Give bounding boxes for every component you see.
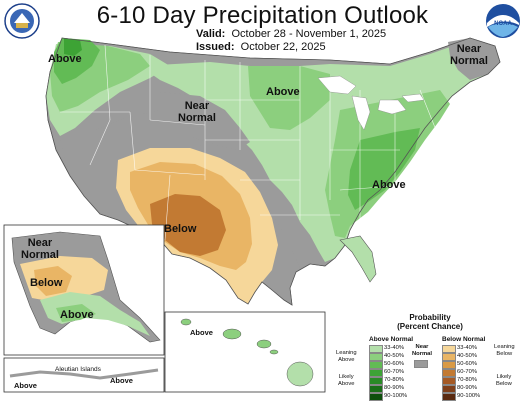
legend-below-swatch — [442, 345, 456, 353]
legend-above-range: 80-90% — [384, 384, 404, 391]
label-aleutian-above-left: Above — [14, 381, 37, 390]
legend-above-swatch — [369, 353, 383, 361]
label-near-normal-central: Near Normal — [178, 100, 216, 124]
page-title: 6-10 Day Precipitation Outlook — [96, 2, 429, 29]
legend-likely-below: Likely Below — [496, 374, 512, 387]
legend-above-range: 50-60% — [384, 360, 404, 367]
legend-below-range: 70-80% — [457, 376, 477, 383]
label-aleutian-islands: Aleutian Islands — [55, 366, 101, 373]
legend-above-title: Above Normal — [369, 336, 414, 343]
label-above-northwest: Above — [48, 53, 82, 65]
alaska-below-medium — [34, 266, 72, 296]
legend-below-range: 40-50% — [457, 352, 477, 359]
above-darkest-northwest — [64, 38, 82, 56]
legend-above-swatch — [369, 369, 383, 377]
label-alaska-above: Above — [60, 309, 94, 321]
legend-below-title: Below Normal — [442, 336, 486, 343]
legend-above-range: 70-80% — [384, 376, 404, 383]
above-medium-northcentral — [248, 66, 330, 130]
label-above-east: Above — [372, 179, 406, 191]
legend-above-swatch — [369, 385, 383, 393]
legend-above-range: 40-50% — [384, 352, 404, 359]
legend-below-range: 90-100% — [457, 392, 481, 399]
great-lakes — [317, 75, 425, 131]
legend-above-swatch — [369, 377, 383, 385]
legend-likely-above: Likely Above — [338, 374, 355, 387]
legend-above-swatch — [369, 393, 383, 401]
legend-below-range: 60-70% — [457, 368, 477, 375]
legend-above-range: 33-40% — [384, 344, 404, 351]
florida — [339, 235, 377, 283]
legend-below-range: 80-90% — [457, 384, 477, 391]
label-alaska-below: Below — [30, 277, 63, 289]
near-normal-northeast — [448, 38, 500, 80]
legend-below-swatch — [442, 385, 456, 393]
noaa-logo-icon: NOAA — [486, 4, 520, 38]
legend-below-swatch — [442, 353, 456, 361]
legend-leaning-above: Leaning Above — [336, 350, 357, 363]
legend-leaning-below: Leaning Below — [494, 344, 515, 357]
legend-below-range: 33-40% — [457, 344, 477, 351]
legend-above-swatch — [369, 361, 383, 369]
aleutian-chain — [9, 368, 159, 380]
legend-below-swatch — [442, 377, 456, 385]
label-below-southwest: Below — [164, 223, 197, 235]
legend-below-swatch — [442, 369, 456, 377]
legend-below-swatch — [442, 361, 456, 369]
label-aleutian-above-right: Above — [110, 376, 133, 385]
label-near-normal-northeast: Near Normal — [450, 43, 488, 67]
conus-outline — [45, 37, 501, 306]
valid-dates: Valid: October 28 - November 1, 2025 — [196, 28, 387, 40]
label-hawaii-above: Above — [190, 328, 213, 337]
near-normal-central — [150, 92, 250, 150]
legend-above-range: 60-70% — [384, 368, 404, 375]
svg-text:NOAA: NOAA — [494, 21, 512, 27]
legend-below-swatch — [442, 393, 456, 401]
state-borders — [60, 44, 441, 241]
label-above-north-central: Above — [266, 86, 300, 98]
below-dark-southwest — [150, 194, 226, 256]
alaska-above-medium — [56, 304, 96, 322]
above-dark-east — [348, 128, 420, 210]
label-alaska-near-normal: Near Normal — [21, 237, 59, 261]
legend-title: Probability (Percent Chance) — [397, 313, 463, 331]
legend-above-swatch — [369, 345, 383, 353]
issued-date: Issued: October 22, 2025 — [196, 41, 326, 53]
doc-seal-icon — [4, 3, 40, 39]
legend-above-range: 90-100% — [384, 392, 408, 399]
legend-below-range: 50-60% — [457, 360, 477, 367]
legend-near-normal-label: Near Normal — [412, 344, 432, 357]
legend-near-swatch — [414, 360, 428, 368]
hawaii-islands — [180, 318, 314, 387]
